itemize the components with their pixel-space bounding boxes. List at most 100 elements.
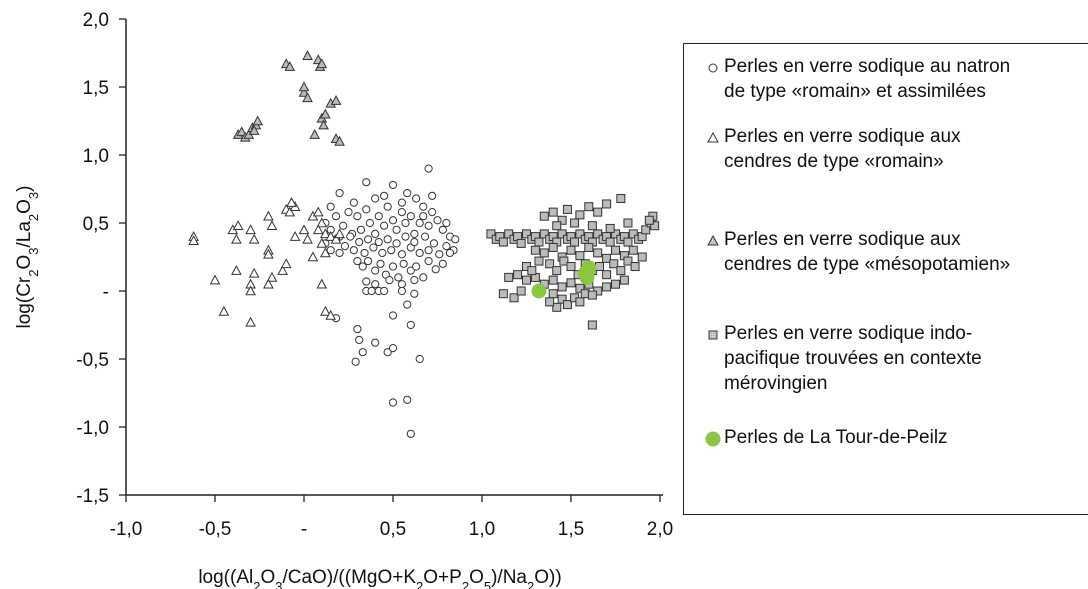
- legend-item-indo-pacifique: Perles en verre sodique indo- pacifique …: [702, 321, 1088, 396]
- data-point-series-0: [394, 273, 403, 282]
- data-point-series-1: [330, 233, 342, 244]
- data-point-series-0: [415, 248, 424, 258]
- data-point-series-0: [346, 232, 355, 241]
- y-tick-label: 0,5: [83, 214, 109, 235]
- data-point-series-1: [263, 248, 274, 259]
- data-point-series-0: [451, 235, 460, 244]
- open-triangle-icon: [707, 131, 719, 143]
- data-point-series-2: [302, 50, 313, 61]
- data-point-series-3: [593, 248, 603, 258]
- data-point-series-3: [630, 262, 640, 272]
- data-point-series-0: [388, 180, 398, 190]
- data-point-series-0: [406, 320, 415, 330]
- data-point-series-2: [318, 119, 329, 130]
- data-point-series-3: [527, 266, 537, 276]
- data-point-series-3: [552, 221, 562, 231]
- data-point-series-1: [245, 316, 256, 327]
- data-point-series-3: [575, 229, 585, 239]
- data-point-series-3: [623, 237, 633, 247]
- data-point-series-0: [424, 256, 433, 266]
- data-point-series-1: [289, 231, 301, 241]
- data-point-series-0: [401, 218, 410, 228]
- data-point-series-1: [232, 220, 244, 231]
- data-point-series-1: [248, 267, 260, 278]
- data-point-series-0: [410, 276, 419, 285]
- data-point-series-0: [385, 276, 394, 285]
- data-point-series-2: [298, 81, 310, 92]
- legend-label-indo-pacifique: Perles en verre sodique indo- pacifique …: [724, 323, 982, 394]
- data-point-series-3: [548, 289, 558, 299]
- data-point-series-3: [616, 266, 626, 276]
- data-point-series-0: [388, 216, 398, 225]
- data-point-series-3: [609, 259, 619, 269]
- data-point-series-2: [298, 86, 310, 97]
- data-point-series-3: [539, 229, 549, 239]
- data-point-series-3: [641, 225, 651, 235]
- data-point-series-3: [637, 252, 647, 262]
- data-point-series-0: [442, 218, 451, 228]
- data-point-series-0: [349, 246, 358, 255]
- data-point-series-3: [516, 238, 526, 248]
- y-tick-label: -1,0: [76, 418, 109, 439]
- filled-square-icon: [708, 330, 718, 340]
- tick-marks: [119, 18, 661, 502]
- data-point-series-3: [611, 229, 620, 239]
- data-point-series-3: [575, 251, 585, 261]
- data-point-series-1: [325, 309, 337, 320]
- green-dot-icon: [705, 431, 721, 447]
- data-point-series-3: [623, 256, 633, 266]
- legend: Perles en verre sodique au natron de typ…: [683, 43, 1088, 515]
- data-point-series-3: [516, 286, 526, 296]
- data-point-series-3: [644, 215, 654, 225]
- data-point-series-3: [534, 237, 544, 247]
- data-point-series-1: [280, 258, 292, 269]
- data-point-series-0: [433, 216, 442, 225]
- data-point-series-0: [362, 178, 371, 187]
- data-point-series-3: [557, 294, 567, 304]
- data-point-series-1: [277, 265, 288, 275]
- data-point-series-1: [320, 247, 331, 258]
- data-point-series-0: [339, 221, 348, 230]
- legend-label-natron: Perles en verre sodique au natron de typ…: [724, 56, 1011, 102]
- data-point-series-3: [605, 223, 615, 233]
- data-point-series-0: [380, 286, 389, 296]
- data-point-series-1: [188, 235, 199, 245]
- data-point-series-0: [412, 194, 421, 203]
- data-point-series-0: [371, 194, 380, 203]
- data-point-series-3: [557, 215, 567, 225]
- data-point-series-1: [263, 210, 274, 221]
- data-point-series-3: [534, 256, 544, 266]
- data-point-series-0: [355, 335, 364, 345]
- data-point-series-0: [431, 265, 440, 274]
- data-point-series-0: [438, 259, 447, 268]
- data-point-series-0: [397, 250, 406, 259]
- data-points: [188, 50, 660, 438]
- data-point-series-3: [504, 272, 514, 282]
- y-tick-label: -: [103, 282, 109, 303]
- data-point-series-3: [611, 245, 620, 255]
- data-point-series-0: [362, 205, 371, 214]
- data-point-series-0: [410, 289, 419, 298]
- data-point-series-3: [562, 204, 572, 214]
- y-tick-label: -1,5: [76, 486, 109, 507]
- data-point-series-3: [602, 282, 612, 292]
- data-point-series-0: [374, 212, 383, 221]
- data-point-series-3: [575, 210, 585, 220]
- x-tick-label: 2,0: [647, 519, 673, 540]
- data-point-series-0: [376, 259, 385, 268]
- data-point-series-0: [438, 225, 447, 234]
- data-point-series-3: [539, 211, 549, 221]
- data-point-series-2: [302, 92, 313, 103]
- legend-item-cendres-romain: Perles en verre sodique aux cendres de t…: [702, 124, 1088, 174]
- data-point-series-0: [401, 232, 410, 241]
- data-point-series-1: [245, 224, 256, 235]
- data-point-series-0: [353, 212, 362, 221]
- data-point-series-0: [360, 248, 369, 258]
- x-tick-label: -0,5: [199, 519, 232, 540]
- legend-item-tour-de-peilz: Perles de La Tour-de-Peilz: [702, 425, 1088, 450]
- data-point-series-3: [509, 293, 519, 303]
- data-point-series-0: [424, 221, 433, 230]
- data-point-series-3: [575, 297, 585, 307]
- data-point-series-3: [587, 221, 597, 231]
